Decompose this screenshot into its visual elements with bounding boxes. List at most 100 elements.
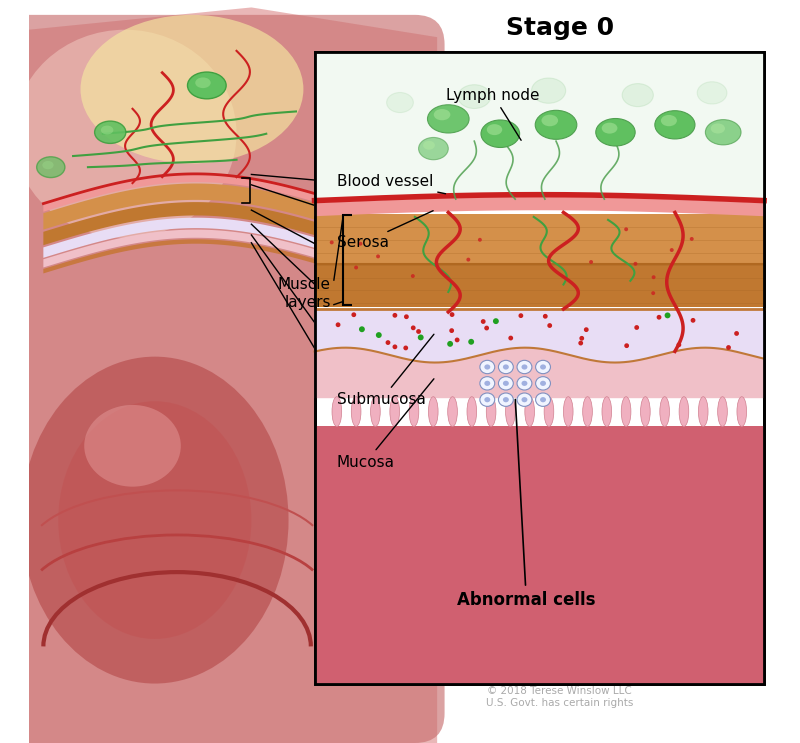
Ellipse shape <box>540 380 546 386</box>
Ellipse shape <box>698 82 727 104</box>
Point <box>450 334 463 346</box>
Polygon shape <box>43 218 348 258</box>
Point <box>653 311 666 323</box>
Point <box>580 324 593 336</box>
Ellipse shape <box>498 377 514 390</box>
Point <box>629 258 642 270</box>
Ellipse shape <box>386 93 414 112</box>
Ellipse shape <box>14 30 237 238</box>
Point <box>543 319 556 331</box>
Point <box>474 234 486 246</box>
Polygon shape <box>314 214 764 265</box>
Polygon shape <box>43 230 348 267</box>
Ellipse shape <box>486 124 502 135</box>
Ellipse shape <box>655 111 695 139</box>
Bar <box>314 52 764 684</box>
Point <box>382 337 394 348</box>
Point <box>389 341 402 353</box>
Point <box>350 262 362 273</box>
Polygon shape <box>43 202 348 245</box>
Ellipse shape <box>195 77 210 88</box>
Ellipse shape <box>540 364 546 369</box>
Point <box>539 311 552 322</box>
Ellipse shape <box>718 397 727 426</box>
Point <box>446 308 458 320</box>
Ellipse shape <box>596 118 635 146</box>
Point <box>462 253 474 265</box>
Ellipse shape <box>602 123 618 134</box>
Ellipse shape <box>21 357 289 684</box>
Ellipse shape <box>641 397 650 426</box>
Bar <box>314 52 764 684</box>
Ellipse shape <box>94 121 126 143</box>
Polygon shape <box>29 7 437 743</box>
Polygon shape <box>314 265 764 307</box>
Ellipse shape <box>535 377 550 390</box>
Ellipse shape <box>480 393 494 406</box>
Point <box>673 339 686 351</box>
Ellipse shape <box>737 397 746 426</box>
Point <box>444 338 457 350</box>
Ellipse shape <box>332 397 342 426</box>
Ellipse shape <box>622 397 631 426</box>
Ellipse shape <box>498 393 514 406</box>
Ellipse shape <box>84 405 181 487</box>
Text: © 2018 Terese Winslow LLC
U.S. Govt. has certain rights: © 2018 Terese Winslow LLC U.S. Govt. has… <box>486 686 634 708</box>
Ellipse shape <box>535 393 550 406</box>
Text: Serosa: Serosa <box>337 211 433 250</box>
Point <box>446 325 458 337</box>
Text: Stage 0: Stage 0 <box>506 16 614 40</box>
Ellipse shape <box>427 105 469 133</box>
Point <box>630 322 643 334</box>
Text: Submucosa: Submucosa <box>337 334 434 407</box>
Point <box>514 310 527 322</box>
Ellipse shape <box>522 380 527 386</box>
Ellipse shape <box>423 140 435 149</box>
Ellipse shape <box>517 377 532 390</box>
Point <box>647 271 660 283</box>
Point <box>620 224 633 236</box>
Ellipse shape <box>429 397 438 426</box>
Polygon shape <box>43 175 348 212</box>
Text: Blood vessel: Blood vessel <box>337 174 446 194</box>
Point <box>354 238 367 250</box>
Ellipse shape <box>517 360 532 374</box>
Ellipse shape <box>370 397 380 426</box>
Polygon shape <box>314 348 764 398</box>
Point <box>406 270 419 282</box>
Ellipse shape <box>58 401 251 639</box>
Point <box>465 336 478 348</box>
Ellipse shape <box>602 397 612 426</box>
Ellipse shape <box>409 397 419 426</box>
Ellipse shape <box>706 120 741 145</box>
Point <box>355 323 368 335</box>
Text: Muscle
layers: Muscle layers <box>278 277 331 310</box>
Ellipse shape <box>563 397 573 426</box>
Text: Abnormal cells: Abnormal cells <box>457 400 595 609</box>
Point <box>730 328 743 340</box>
Point <box>389 309 402 321</box>
Ellipse shape <box>351 397 361 426</box>
Point <box>332 319 345 331</box>
Point <box>686 314 699 326</box>
Ellipse shape <box>544 397 554 426</box>
Point <box>722 342 735 354</box>
Point <box>490 315 502 327</box>
Ellipse shape <box>622 84 654 106</box>
Ellipse shape <box>498 360 514 374</box>
Ellipse shape <box>535 360 550 374</box>
Polygon shape <box>43 239 348 273</box>
Ellipse shape <box>525 397 534 426</box>
Ellipse shape <box>481 120 520 147</box>
Ellipse shape <box>458 85 490 108</box>
Point <box>480 322 493 334</box>
Ellipse shape <box>187 72 226 99</box>
Point <box>407 322 420 334</box>
FancyBboxPatch shape <box>0 15 445 743</box>
Polygon shape <box>43 184 348 230</box>
Ellipse shape <box>531 78 566 103</box>
Ellipse shape <box>660 397 670 426</box>
Ellipse shape <box>484 380 490 386</box>
Ellipse shape <box>535 111 577 140</box>
Ellipse shape <box>522 397 527 402</box>
